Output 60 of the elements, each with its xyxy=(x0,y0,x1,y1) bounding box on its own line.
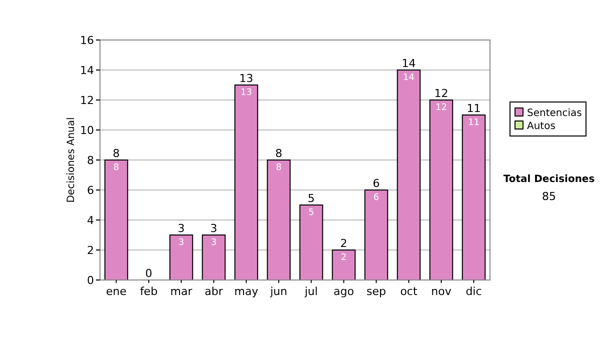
x-tick-label: oct xyxy=(400,285,418,298)
x-tick-label: ene xyxy=(106,285,127,298)
y-axis-title: Decisiones Anual xyxy=(66,117,77,203)
data-label: 14 xyxy=(403,73,415,83)
x-tick-label: may xyxy=(234,285,259,298)
bar xyxy=(396,70,421,280)
legend-label: Autos xyxy=(527,121,556,132)
data-label: 3 xyxy=(178,238,184,248)
data-label: 8 xyxy=(276,163,282,173)
y-tick-label: 2 xyxy=(87,244,94,257)
x-tick-label: feb xyxy=(140,285,158,298)
x-tick-label: dic xyxy=(466,285,482,298)
bar xyxy=(299,204,324,280)
total-label: 2 xyxy=(340,237,348,250)
bar xyxy=(104,160,128,280)
total-label: 8 xyxy=(112,147,120,160)
data-label: 6 xyxy=(373,193,380,203)
total-label: 13 xyxy=(239,72,254,85)
bar xyxy=(234,84,258,280)
y-tick-label: 6 xyxy=(87,184,94,197)
text: 85 xyxy=(542,190,556,203)
x-tick-label: nov xyxy=(431,285,452,298)
data-label: 13 xyxy=(240,88,252,98)
total-label: 11 xyxy=(466,102,481,115)
total-label: 0 xyxy=(145,267,152,280)
y-tick-label: 8 xyxy=(87,154,94,167)
bar xyxy=(462,114,486,280)
total-label: 6 xyxy=(372,177,380,190)
data-label: 12 xyxy=(436,103,447,113)
total-label: 8 xyxy=(275,147,282,160)
bar xyxy=(364,190,388,280)
data-label: 11 xyxy=(468,118,480,128)
total-label: 3 xyxy=(210,222,218,235)
data-label: 3 xyxy=(210,238,217,248)
y-tick-label: 10 xyxy=(80,124,94,137)
y-tick-label: 14 xyxy=(80,64,94,77)
total-label: 5 xyxy=(308,192,315,205)
y-tick-label: 16 xyxy=(80,34,94,47)
total-label: 12 xyxy=(434,87,448,100)
data-label: 8 xyxy=(113,163,120,173)
legend-label: Sentencias xyxy=(527,108,582,119)
x-tick-label: sep xyxy=(366,285,386,298)
x-tick-label: mar xyxy=(170,285,193,298)
bar xyxy=(169,234,194,280)
total-label: 3 xyxy=(178,222,185,235)
y-tick-label: 12 xyxy=(80,94,94,107)
data-label: 2 xyxy=(340,253,347,263)
y-tick-label: 0 xyxy=(87,274,94,287)
total-label: 14 xyxy=(402,57,416,70)
text: Total Decisiones xyxy=(503,174,595,185)
y-tick-label: 4 xyxy=(87,214,94,227)
x-tick-label: ago xyxy=(334,285,354,298)
x-tick-label: abr xyxy=(204,285,224,298)
bar xyxy=(266,160,291,280)
data-label: 5 xyxy=(308,208,314,218)
bar xyxy=(332,250,356,280)
x-tick-label: jun xyxy=(269,285,288,298)
bar xyxy=(202,234,226,280)
x-tick-label: jul xyxy=(304,285,318,298)
bar xyxy=(429,100,454,280)
